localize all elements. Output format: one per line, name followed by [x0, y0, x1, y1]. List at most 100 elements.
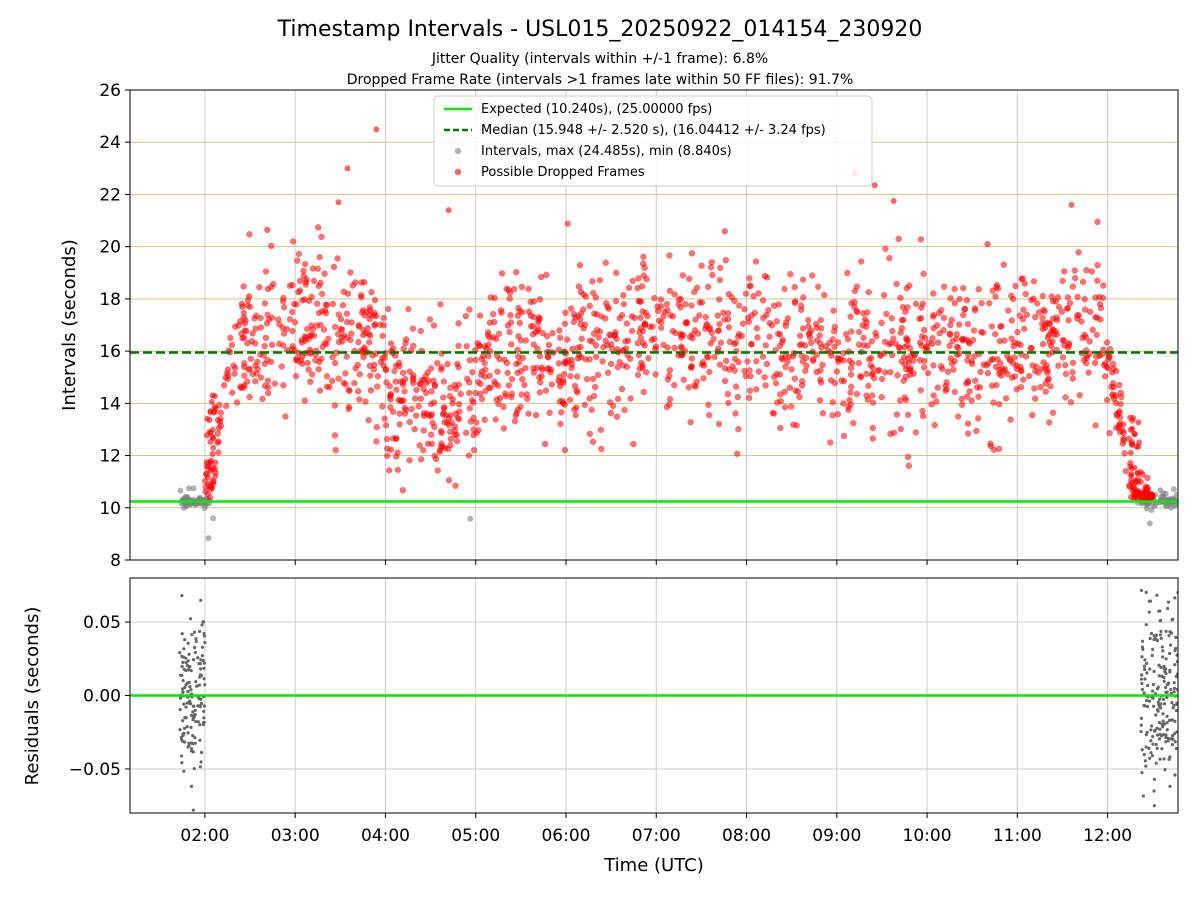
dropped-frame-point: [1061, 361, 1069, 369]
dropped-frame-point: [343, 353, 351, 360]
residual-point: [1147, 610, 1151, 614]
dropped-frame-point: [1069, 283, 1077, 290]
residual-point: [200, 645, 205, 649]
dropped-frame-point: [599, 358, 606, 365]
dropped-frame-point: [920, 364, 928, 371]
dropped-frame-point: [753, 358, 760, 365]
residual-point: [1175, 730, 1178, 734]
dropped-frame-point: [1115, 381, 1123, 389]
dropped-frame-point: [1030, 295, 1037, 303]
dropped-frame-point: [367, 311, 374, 319]
dropped-frame-point: [577, 343, 584, 351]
dropped-frame-point: [411, 395, 419, 402]
residuals-y-tick-label: 0.00: [83, 687, 121, 707]
dropped-frame-point: [1081, 306, 1089, 313]
dropped-frame-point: [1043, 362, 1050, 369]
dropped-frame-point: [300, 267, 307, 275]
dropped-frame-point: [241, 320, 249, 327]
dropped-frame-point: [440, 404, 448, 411]
dropped-frame-point-outlier: [373, 126, 380, 133]
dropped-frame-point: [955, 321, 963, 328]
dropped-frame-point: [600, 343, 607, 351]
dropped-frame-point: [315, 366, 322, 373]
dropped-frame-point: [256, 283, 263, 291]
dropped-frame-point: [845, 403, 852, 411]
dropped-frame-point: [295, 250, 303, 258]
dropped-frame-point: [240, 363, 248, 371]
dropped-frame-point: [1033, 300, 1041, 307]
dropped-frame-point: [1020, 306, 1027, 314]
dropped-frame-point: [1131, 430, 1138, 437]
dropped-frame-point: [261, 342, 268, 350]
residual-point: [183, 716, 187, 720]
dropped-frame-point: [1089, 326, 1096, 334]
dropped-frame-point: [264, 377, 272, 384]
x-tick-label: 05:00: [451, 826, 500, 846]
dropped-frame-point: [1017, 363, 1024, 370]
dropped-frame-point: [555, 346, 563, 353]
dropped-frame-point: [869, 424, 877, 432]
dropped-frame-point: [677, 304, 684, 311]
residual-point: [185, 681, 190, 685]
dropped-frame-point: [530, 364, 537, 372]
dropped-frame-point: [834, 339, 842, 346]
dropped-frame-point: [698, 262, 705, 269]
dropped-frame-point: [763, 274, 771, 281]
intervals-y-tick-label: 14: [99, 394, 121, 414]
dropped-frame-point: [306, 346, 314, 354]
dropped-frame-point: [399, 378, 407, 386]
residual-point: [1161, 697, 1165, 701]
dropped-frame-point: [580, 306, 587, 313]
dropped-frame-point: [604, 303, 611, 311]
dropped-frame-point: [953, 331, 961, 338]
dropped-frame-point: [916, 315, 923, 323]
dropped-frame-point: [612, 269, 620, 277]
residual-point: [192, 714, 196, 719]
dropped-frame-point: [666, 252, 673, 259]
dropped-frame-point: [951, 299, 959, 307]
intervals-scatter-series: [177, 485, 1178, 542]
dropped-frame-point: [1127, 494, 1134, 501]
dropped-frame-point: [896, 344, 904, 352]
dropped-frame-point: [293, 257, 301, 264]
dropped-frame-point: [463, 343, 471, 350]
dropped-frame-point: [240, 384, 247, 391]
dropped-frame-point: [777, 397, 784, 405]
dropped-frame-point: [1103, 339, 1111, 346]
dropped-frame-point: [920, 270, 927, 278]
dropped-frame-point: [831, 343, 838, 351]
dropped-frame-point: [214, 430, 222, 437]
dropped-frame-point: [451, 381, 458, 389]
residual-point: [187, 741, 191, 745]
dropped-frame-point: [588, 406, 595, 414]
interval-point: [1170, 486, 1177, 493]
dropped-frame-point: [507, 341, 515, 348]
dropped-frame-point: [724, 310, 732, 317]
dropped-frame-point: [623, 363, 631, 371]
dropped-frame-point: [742, 290, 750, 297]
dropped-frame-point: [688, 362, 695, 370]
dropped-frame-point: [293, 301, 300, 308]
dropped-frame-point: [698, 361, 706, 368]
dropped-frame-point: [966, 388, 973, 395]
dropped-frame-point: [422, 389, 430, 397]
residual-point: [193, 736, 197, 740]
dropped-frame-point: [640, 253, 647, 261]
residual-point: [1162, 702, 1167, 706]
residual-point: [1162, 667, 1166, 671]
dropped-frame-point: [1101, 373, 1109, 380]
dropped-frame-point: [374, 383, 381, 390]
dropped-frame-point: [1035, 369, 1042, 376]
dropped-frame-point: [689, 331, 696, 338]
dropped-frame-point: [1062, 394, 1069, 401]
dropped-frame-point: [259, 395, 266, 403]
dropped-frame-point: [772, 380, 780, 387]
dropped-frame-point: [671, 344, 678, 352]
dropped-frame-point: [462, 312, 470, 320]
dropped-frame-point: [347, 269, 354, 276]
dropped-frame-point: [857, 372, 864, 380]
dropped-frame-point: [268, 314, 276, 321]
residual-point: [1174, 646, 1178, 651]
dropped-frame-point: [317, 279, 324, 287]
dropped-frame-point: [688, 302, 695, 309]
